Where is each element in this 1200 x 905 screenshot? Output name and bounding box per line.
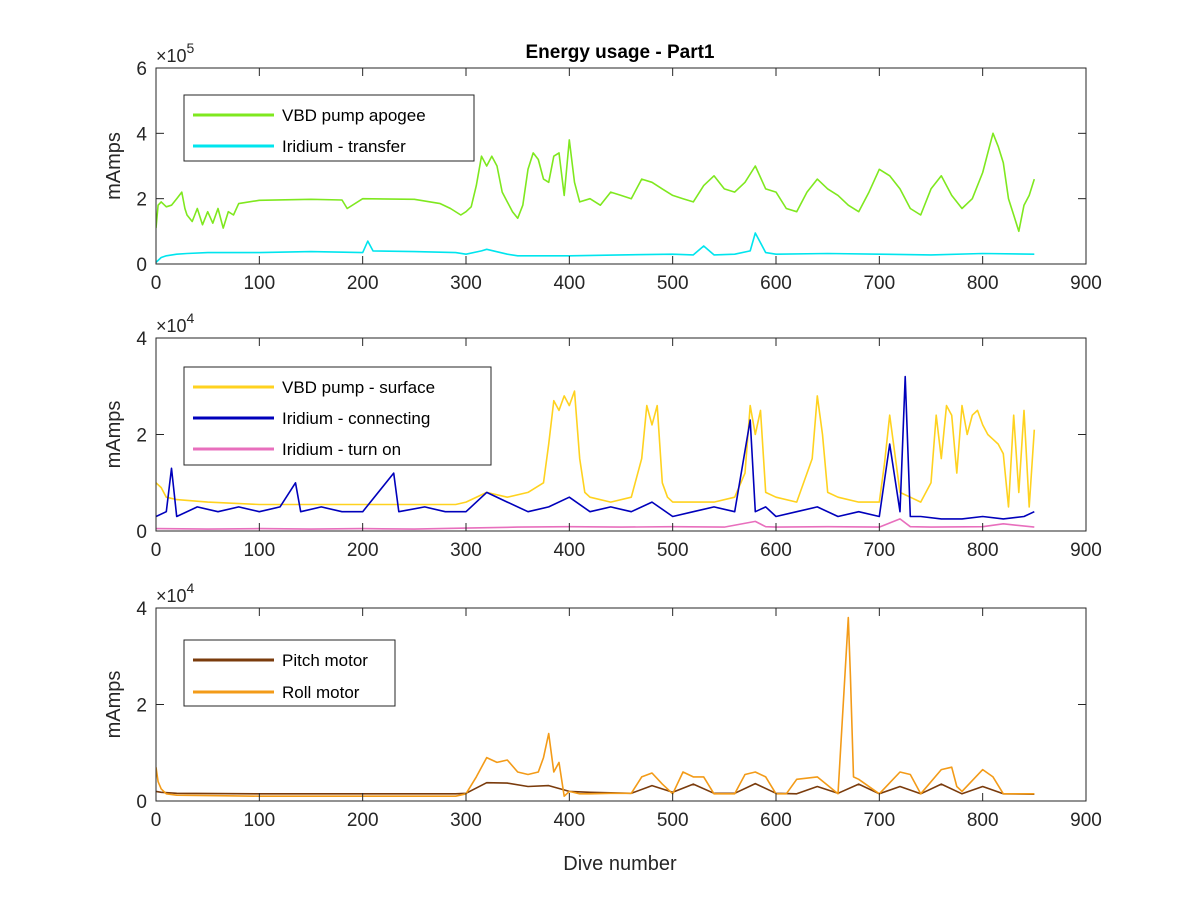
x-tick-label: 200: [347, 540, 379, 561]
legend-entry-label: Pitch motor: [282, 651, 368, 670]
x-axis-label: Dive number: [563, 853, 677, 875]
x-tick-label: 600: [760, 540, 792, 561]
series-line-3: [156, 518, 1035, 530]
x-tick-label: 900: [1070, 810, 1102, 831]
legend: Pitch motor Roll motor: [183, 639, 396, 707]
y-tick-label: 2: [136, 426, 147, 447]
x-tick-label: 500: [657, 540, 689, 561]
x-tick-label: 500: [657, 273, 689, 294]
legend-box: [183, 639, 396, 707]
y-tick-label: 4: [136, 124, 147, 145]
x-tick-label: 0: [151, 810, 162, 831]
y-tick-label: 0: [136, 792, 147, 813]
x-tick-label: 200: [347, 273, 379, 294]
y-axis-label: mAmps: [103, 671, 125, 739]
x-tick-label: 700: [863, 810, 895, 831]
legend-entry-label: VBD pump apogee: [282, 106, 426, 125]
x-tick-label: 500: [657, 810, 689, 831]
x-tick-label: 900: [1070, 273, 1102, 294]
y-tick-label: 2: [136, 190, 147, 211]
x-tick-label: 300: [450, 273, 482, 294]
series-line-2: [156, 232, 1035, 263]
series-line-1: [156, 390, 1036, 508]
panel-3: 0 100 200 300 400 500 600 700 800 900024×104mAmps…: [103, 580, 1102, 831]
panel-1: 0 100 200 300 400 500 600 700 800 9000246×105mAmp…: [103, 40, 1102, 294]
panels-group: 0 100 200 300 400 500 600 700 800 9000246×105mAmp…: [103, 40, 1102, 831]
y-exponent-power: 4: [187, 310, 195, 326]
series-line-1: [156, 132, 1036, 233]
x-tick-label: 100: [243, 810, 275, 831]
y-tick-label: 0: [136, 522, 147, 543]
x-tick-label: 400: [553, 273, 585, 294]
legend-entry-label: VBD pump - surface: [282, 378, 435, 397]
x-tick-label: 300: [450, 540, 482, 561]
legend-entry-label: Iridium - connecting: [282, 409, 430, 428]
figure-title: Energy usage - Part1: [525, 42, 714, 63]
y-tick-label: 6: [136, 59, 147, 80]
y-tick-label: 4: [136, 329, 147, 350]
x-tick-label: 800: [967, 273, 999, 294]
x-tick-label: 600: [760, 810, 792, 831]
y-exponent-power: 5: [187, 40, 195, 56]
series-line-2: [156, 616, 1035, 798]
legend: VBD pump apogee Iridium - transfer: [183, 94, 475, 162]
panel-2: 0 100 200 300 400 500 600 700 800 900024×104mAmps…: [103, 310, 1102, 561]
legend-box: [183, 94, 475, 162]
x-tick-label: 300: [450, 810, 482, 831]
x-tick-label: 800: [967, 540, 999, 561]
legend-entry-label: Iridium - transfer: [282, 137, 406, 156]
y-exponent-power: 4: [187, 580, 195, 596]
x-tick-label: 900: [1070, 540, 1102, 561]
x-tick-label: 400: [553, 540, 585, 561]
x-tick-label: 100: [243, 540, 275, 561]
series-line-1: [156, 781, 1035, 795]
x-tick-label: 0: [151, 273, 162, 294]
y-tick-label: 2: [136, 696, 147, 717]
x-tick-label: 400: [553, 810, 585, 831]
x-tick-label: 700: [863, 273, 895, 294]
y-axis-label: mAmps: [103, 401, 125, 469]
y-tick-label: 4: [136, 599, 147, 620]
x-tick-label: 0: [151, 540, 162, 561]
x-tick-label: 100: [243, 273, 275, 294]
legend-entry-label: Roll motor: [282, 683, 360, 702]
y-axis-label: mAmps: [103, 132, 125, 200]
y-tick-label: 0: [136, 255, 147, 276]
x-tick-label: 200: [347, 810, 379, 831]
series-line-2: [156, 375, 1035, 520]
legend: VBD pump - surface Iridium - connecting Ir…: [183, 366, 492, 466]
x-tick-label: 600: [760, 273, 792, 294]
axes-box: [155, 67, 1087, 265]
legend-entry-label: Iridium - turn on: [282, 440, 401, 459]
x-tick-label: 800: [967, 810, 999, 831]
x-tick-label: 700: [863, 540, 895, 561]
